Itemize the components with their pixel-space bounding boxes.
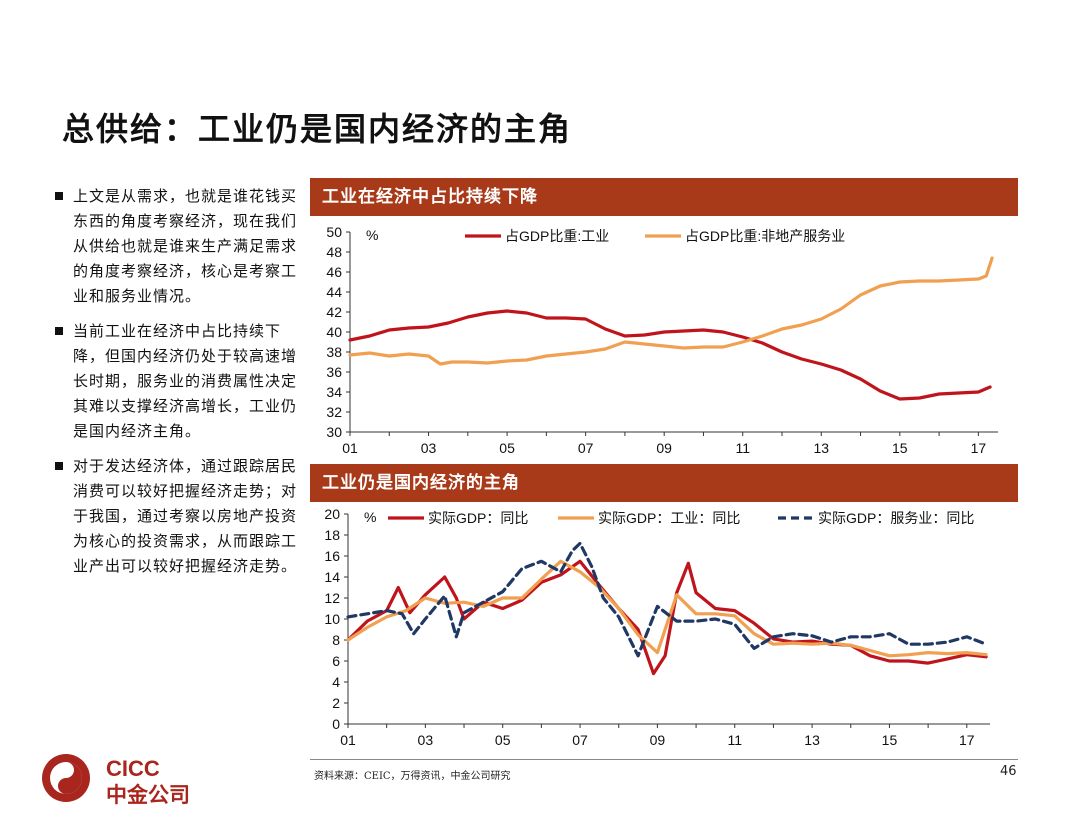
x-tick-label: 15: [892, 440, 908, 456]
y-tick-label: 42: [326, 304, 342, 320]
legend-label: 实际GDP：工业：同比: [598, 510, 740, 526]
x-tick-label: 17: [971, 440, 987, 456]
series-line-1: [346, 559, 988, 676]
bullet-item: 当前工业在经济中占比持续下降，但国内经济仍处于较高速增长时期，服务业的消费属性决…: [55, 319, 300, 444]
series-line-3: [346, 541, 988, 658]
y-tick-label: 0: [332, 716, 340, 732]
y-tick-label: 10: [324, 611, 340, 627]
y-tick-label: 4: [332, 674, 340, 690]
bullet-item: 上文是从需求，也就是谁花钱买东西的角度考察经济，现在我们从供给也就是谁来生产满足…: [55, 184, 300, 309]
series-line-1: [348, 309, 992, 401]
logo-text-cn: 中金公司: [106, 783, 190, 807]
y-tick-label: 40: [326, 324, 342, 340]
x-tick-label: 11: [727, 732, 742, 748]
x-tick-label: 11: [735, 440, 750, 456]
y-tick-label: 46: [326, 264, 342, 280]
y-tick-label: 44: [326, 284, 342, 300]
x-tick-label: 01: [342, 440, 358, 456]
x-tick-label: 15: [882, 732, 898, 748]
y-tick-label: 2: [332, 695, 340, 711]
chart2-gdp-growth: 0 2 4 6 8 10 12 14 16 18 20 % 01 03 05 07 09 11 13 15 17 实际GD…: [324, 506, 990, 748]
y-tick-label: 48: [326, 244, 342, 260]
x-tick-label: 09: [650, 732, 666, 748]
chart1-industry-share: 30 32 34 36 38 40 42 44 46 48 50 % 01 03 05 07 09 11 13 15 1…: [326, 224, 998, 456]
x-tick-label: 17: [959, 732, 975, 748]
y-axis-unit: %: [366, 227, 378, 243]
bullet-list: 上文是从需求，也就是谁花钱买东西的角度考察经济，现在我们从供给也就是谁来生产满足…: [55, 184, 300, 589]
y-tick-label: 16: [324, 548, 340, 564]
cicc-coin-icon: [42, 754, 90, 802]
x-tick-label: 07: [578, 440, 594, 456]
legend-label: 实际GDP：同比: [428, 510, 528, 526]
cicc-logo: CICC 中金公司: [42, 754, 190, 807]
y-tick-label: 12: [324, 590, 340, 606]
page-number: 46: [1000, 764, 1017, 779]
y-tick-label: 20: [324, 506, 340, 522]
y-tick-label: 18: [324, 527, 340, 543]
bullet-text: 当前工业在经济中占比持续下降，但国内经济仍处于较高速增长时期，服务业的消费属性决…: [73, 322, 298, 440]
y-tick-label: 36: [326, 364, 342, 380]
y-tick-label: 34: [326, 384, 342, 400]
y-tick-label: 38: [326, 344, 342, 360]
legend-label: 实际GDP：服务业：同比: [818, 510, 974, 526]
y-tick-label: 6: [332, 653, 340, 669]
series-line-2: [346, 559, 988, 658]
bullet-item: 对于发达经济体，通过跟踪居民消费可以较好把握经济走势；对于我国，通过考察以房地产…: [55, 454, 300, 579]
x-tick-label: 03: [418, 732, 434, 748]
y-tick-label: 30: [326, 424, 342, 440]
page-title: 总供给：工业仍是国内经济的主角: [62, 110, 573, 148]
y-axis-unit: %: [364, 509, 376, 525]
chart2-header: 工业仍是国内经济的主角: [310, 464, 1018, 502]
bullet-square-icon: [55, 192, 63, 200]
chart1-header: 工业在经济中占比持续下降: [310, 178, 1018, 216]
y-tick-label: 50: [326, 224, 342, 240]
x-tick-label: 13: [813, 440, 829, 456]
x-tick-label: 07: [572, 732, 588, 748]
x-tick-label: 03: [421, 440, 437, 456]
y-tick-label: 8: [332, 632, 340, 648]
x-tick-label: 05: [499, 440, 515, 456]
bullet-square-icon: [55, 327, 63, 335]
series-line-2: [348, 256, 994, 366]
logo-text-en: CICC: [106, 756, 160, 781]
x-tick-label: 13: [804, 732, 820, 748]
legend-label: 占GDP比重:工业: [505, 228, 609, 244]
x-tick-label: 05: [495, 732, 511, 748]
source-note: 资料来源：CEIC，万得资讯，中金公司研究: [314, 771, 511, 782]
bullet-square-icon: [55, 462, 63, 470]
x-tick-label: 01: [340, 732, 356, 748]
y-tick-label: 14: [324, 569, 340, 585]
y-tick-label: 32: [326, 404, 342, 420]
bullet-text: 对于发达经济体，通过跟踪居民消费可以较好把握经济走势；对于我国，通过考察以房地产…: [73, 457, 298, 575]
bullet-text: 上文是从需求，也就是谁花钱买东西的角度考察经济，现在我们从供给也就是谁来生产满足…: [73, 187, 298, 305]
legend-label: 占GDP比重:非地产服务业: [685, 228, 845, 244]
footer-divider: [310, 759, 1018, 760]
x-tick-label: 09: [656, 440, 672, 456]
